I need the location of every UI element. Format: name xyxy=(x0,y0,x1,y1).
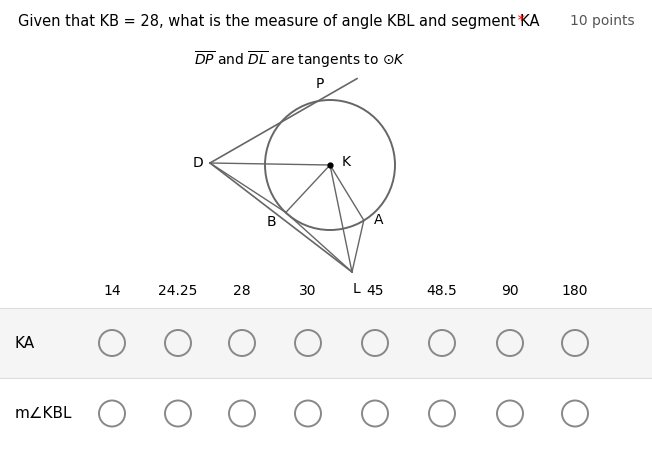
Text: m∠KBL: m∠KBL xyxy=(15,406,72,421)
Text: KA: KA xyxy=(15,335,35,351)
Text: 28: 28 xyxy=(233,284,251,298)
Text: P: P xyxy=(316,77,324,91)
Bar xyxy=(0,308,652,378)
Text: A: A xyxy=(374,213,383,227)
Text: B: B xyxy=(266,216,276,229)
Bar xyxy=(0,378,652,449)
Text: 24.25: 24.25 xyxy=(158,284,198,298)
Text: 180: 180 xyxy=(562,284,588,298)
Text: *: * xyxy=(513,14,525,29)
Text: 30: 30 xyxy=(299,284,317,298)
Text: K: K xyxy=(342,155,351,169)
Text: $\overline{DP}$ and $\overline{DL}$ are tangents to $\odot$$K$: $\overline{DP}$ and $\overline{DL}$ are … xyxy=(194,50,406,70)
Text: 90: 90 xyxy=(501,284,519,298)
Text: D: D xyxy=(192,156,203,170)
Text: L: L xyxy=(352,282,360,296)
Text: 10 points: 10 points xyxy=(570,14,634,28)
Text: 48.5: 48.5 xyxy=(426,284,457,298)
Text: Given that KB = 28, what is the measure of angle KBL and segment KA: Given that KB = 28, what is the measure … xyxy=(18,14,539,29)
Text: 45: 45 xyxy=(366,284,384,298)
Text: 14: 14 xyxy=(103,284,121,298)
